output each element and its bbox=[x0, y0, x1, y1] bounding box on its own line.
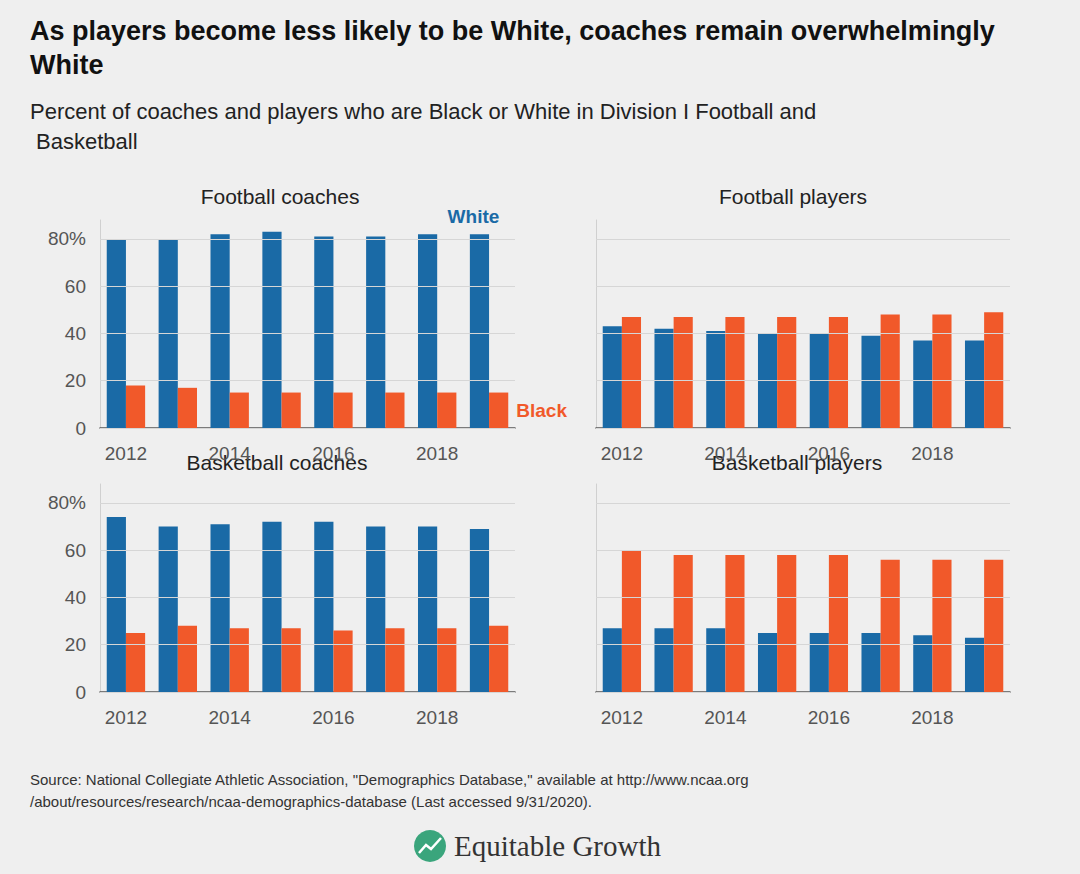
svg-text:Percent of coaches and players: Percent of coaches and players who are B… bbox=[30, 99, 816, 124]
svg-text:2018: 2018 bbox=[911, 707, 953, 728]
svg-text:2014: 2014 bbox=[704, 707, 747, 728]
svg-text:Source: National Collegiate At: Source: National Collegiate Athletic Ass… bbox=[30, 771, 749, 788]
svg-text:2018: 2018 bbox=[911, 443, 953, 464]
svg-text:2016: 2016 bbox=[312, 707, 354, 728]
svg-text:2012: 2012 bbox=[105, 707, 147, 728]
svg-text:80%: 80% bbox=[48, 492, 86, 513]
svg-text:As players become less likely: As players become less likely to be Whit… bbox=[30, 16, 1002, 46]
svg-text:60: 60 bbox=[65, 540, 86, 561]
svg-text:2016: 2016 bbox=[312, 443, 354, 464]
svg-text:2012: 2012 bbox=[601, 707, 643, 728]
svg-text:White: White bbox=[30, 50, 104, 80]
svg-text:20: 20 bbox=[65, 634, 86, 655]
svg-text:2012: 2012 bbox=[601, 443, 643, 464]
svg-text:2012: 2012 bbox=[105, 443, 147, 464]
svg-text:2016: 2016 bbox=[808, 443, 850, 464]
svg-text:Football coaches: Football coaches bbox=[201, 185, 360, 208]
svg-text:2014: 2014 bbox=[209, 443, 252, 464]
svg-text:2014: 2014 bbox=[704, 443, 747, 464]
svg-text:Basketball players: Basketball players bbox=[711, 451, 883, 474]
svg-text:2016: 2016 bbox=[808, 707, 850, 728]
svg-text:White: White bbox=[448, 206, 500, 227]
svg-text:40: 40 bbox=[65, 323, 86, 344]
svg-text:Black: Black bbox=[516, 400, 567, 421]
svg-text:20: 20 bbox=[65, 370, 86, 391]
svg-text:40: 40 bbox=[65, 587, 86, 608]
svg-text:2014: 2014 bbox=[209, 707, 252, 728]
svg-text:Equitable Growth: Equitable Growth bbox=[454, 830, 661, 862]
svg-text:80%: 80% bbox=[48, 228, 86, 249]
svg-text:Football players: Football players bbox=[719, 185, 867, 208]
svg-text:0: 0 bbox=[75, 682, 86, 703]
svg-text:Basketball: Basketball bbox=[30, 129, 138, 154]
svg-text:2018: 2018 bbox=[416, 707, 458, 728]
svg-text:2018: 2018 bbox=[416, 443, 458, 464]
svg-text:/about/resources/research/ncaa: /about/resources/research/ncaa-demograph… bbox=[30, 793, 592, 810]
svg-text:60: 60 bbox=[65, 276, 86, 297]
svg-text:0: 0 bbox=[75, 418, 86, 439]
